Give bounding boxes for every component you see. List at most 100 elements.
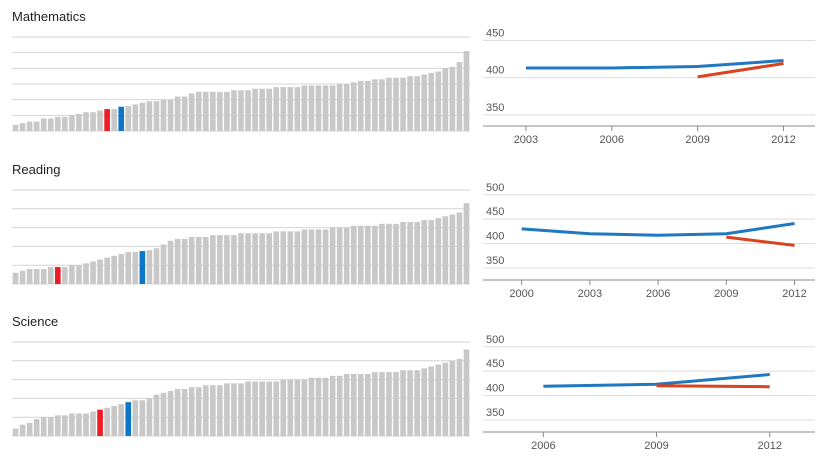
bar xyxy=(322,85,329,131)
bar xyxy=(245,90,251,131)
bar xyxy=(315,377,322,436)
panel-title: Science xyxy=(12,314,58,329)
bar xyxy=(111,405,117,436)
bar xyxy=(83,263,89,284)
trend-line xyxy=(656,384,770,389)
bar xyxy=(231,383,237,436)
bar xyxy=(47,267,54,284)
x-tick-label: 2012 xyxy=(757,440,781,452)
y-tick-label: 450 xyxy=(486,27,504,39)
bar xyxy=(280,87,287,131)
bar xyxy=(386,372,392,436)
bar xyxy=(40,268,47,284)
trend-line xyxy=(726,235,795,247)
bar xyxy=(167,390,174,436)
bar xyxy=(252,233,258,284)
bar xyxy=(386,223,392,284)
bar xyxy=(12,124,19,131)
bar xyxy=(308,377,315,436)
bar xyxy=(69,115,75,131)
y-tick-label: 450 xyxy=(486,206,504,218)
bar xyxy=(26,121,33,131)
bar xyxy=(47,118,54,131)
bar xyxy=(287,379,294,436)
bar xyxy=(336,375,343,436)
bar xyxy=(174,389,181,436)
bar xyxy=(414,221,420,284)
y-tick-label: 350 xyxy=(486,102,504,114)
bar xyxy=(294,231,301,284)
bar xyxy=(209,91,216,131)
bar xyxy=(153,394,160,436)
y-tick-label: 400 xyxy=(486,382,504,394)
bar xyxy=(463,349,470,436)
bar xyxy=(181,96,188,131)
bar xyxy=(188,237,195,284)
bar xyxy=(301,229,308,284)
bar xyxy=(329,227,336,284)
x-tick-label: 2009 xyxy=(685,134,709,146)
bar xyxy=(343,227,350,284)
bar xyxy=(160,392,167,436)
bar xyxy=(315,229,322,284)
bar xyxy=(104,257,110,284)
bar xyxy=(40,118,47,131)
bar xyxy=(393,223,399,284)
x-tick-label: 2009 xyxy=(644,440,668,452)
bar xyxy=(336,84,343,131)
x-tick-label: 2006 xyxy=(600,134,624,146)
bar xyxy=(435,71,442,131)
bar xyxy=(167,240,174,284)
bar xyxy=(181,389,188,436)
bar xyxy=(104,407,110,436)
bar xyxy=(357,80,364,131)
bar xyxy=(365,80,371,131)
bar xyxy=(217,235,223,284)
bar xyxy=(294,87,301,131)
x-tick-label: 2009 xyxy=(714,288,738,300)
bar xyxy=(40,417,47,436)
bar xyxy=(266,381,273,436)
bar xyxy=(273,87,280,131)
bar xyxy=(146,101,153,131)
bar xyxy=(97,259,103,284)
bar xyxy=(69,265,75,284)
bar xyxy=(209,235,216,284)
bar xyxy=(400,77,406,131)
bar xyxy=(280,379,287,436)
bar xyxy=(90,112,96,131)
bar xyxy=(76,413,82,436)
bar xyxy=(153,248,160,284)
bar xyxy=(365,225,371,284)
bar xyxy=(259,381,265,436)
bar xyxy=(153,101,160,131)
bar xyxy=(287,87,294,131)
bar xyxy=(238,233,244,284)
bar xyxy=(428,366,435,436)
bar xyxy=(90,261,96,284)
bar xyxy=(273,231,280,284)
bar xyxy=(322,229,329,284)
bar xyxy=(111,109,117,131)
bar xyxy=(463,51,470,131)
bar xyxy=(125,252,132,284)
bar xyxy=(118,253,125,284)
bar xyxy=(97,409,103,436)
bar xyxy=(238,90,244,131)
bar xyxy=(118,404,125,436)
y-tick-label: 450 xyxy=(486,358,504,370)
bar xyxy=(414,370,420,436)
bar xyxy=(435,218,442,284)
bar xyxy=(449,214,456,284)
y-tick-label: 400 xyxy=(486,65,504,77)
bar xyxy=(54,415,61,436)
bar xyxy=(266,233,273,284)
bar xyxy=(118,106,125,131)
bar xyxy=(343,373,350,436)
bar xyxy=(111,255,117,284)
bar xyxy=(400,370,406,436)
bar xyxy=(209,385,216,436)
bar xyxy=(19,424,26,436)
bar xyxy=(19,123,26,131)
